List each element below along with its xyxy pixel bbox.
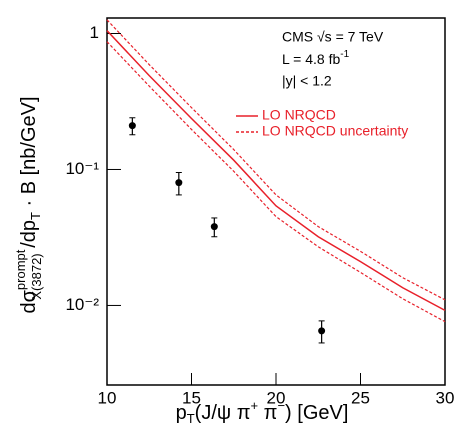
y-label-part: /dp <box>18 220 40 253</box>
y-label-sup: prompt <box>13 249 28 290</box>
x-axis-label: pT(J/ψ π+ π−) [GeV] <box>176 398 349 426</box>
x-label-sub: T <box>187 411 195 426</box>
x-label-part: π <box>258 402 277 424</box>
data-point <box>128 122 136 130</box>
y-tick-label: 10⁻¹ <box>65 159 99 178</box>
y-tick-label: 1 <box>90 23 99 42</box>
x-tick-label: 30 <box>436 388 455 407</box>
y-label-part: · B [nb/GeV] <box>18 96 40 212</box>
curve-upper <box>106 19 446 301</box>
curve-lower <box>106 41 446 323</box>
y-label-sub: X(3872) <box>29 253 44 299</box>
x-label-part: ) [GeV] <box>285 402 348 424</box>
annotation: L = 4.8 fb <box>282 51 340 67</box>
annotation-sup: -1 <box>340 49 349 60</box>
x-tick-label: 25 <box>351 388 370 407</box>
data-point <box>175 179 183 187</box>
y-tick-label: 10⁻² <box>65 295 99 314</box>
x-label-sup: + <box>251 398 259 413</box>
x-tick-label: 15 <box>182 388 201 407</box>
annotation: L = 4.8 fb-1 <box>282 49 350 67</box>
y-axis-label: dσpromptX(3872) /dpT · B [nb/GeV] <box>13 96 44 313</box>
x-label-part: (J/ψ π <box>195 402 251 424</box>
legend-label: LO NRQCD uncertainty <box>262 123 408 139</box>
annotation: |y| < 1.2 <box>282 73 332 89</box>
x-tick-label: 10 <box>98 388 117 407</box>
plot-frame <box>106 17 446 386</box>
annotation: CMS √s = 7 TeV <box>282 29 384 45</box>
x-label-part: p <box>176 402 187 424</box>
y-label-sub: T <box>28 212 43 220</box>
y-label-part: dσ <box>18 289 40 313</box>
x-label-sup: − <box>277 398 285 413</box>
legend-label: LO NRQCD <box>262 107 336 123</box>
data-point <box>210 223 218 231</box>
curve <box>106 30 446 312</box>
data-point <box>318 327 326 335</box>
x-tick-label: 20 <box>267 388 286 407</box>
